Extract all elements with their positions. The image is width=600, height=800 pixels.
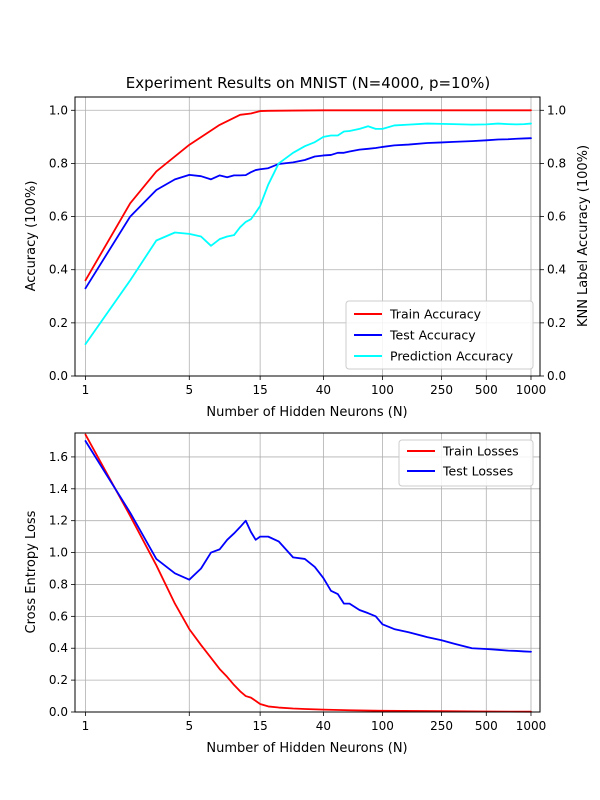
x-tick-label: 5 [185, 719, 193, 733]
y-tick-label: 0.6 [49, 609, 68, 623]
series-line-test-accuracy [84, 137, 532, 290]
series-line-train-accuracy [84, 109, 532, 282]
y-tick-label: 1.4 [49, 482, 68, 496]
accuracy-y-axis-label: Accuracy (100%) [24, 181, 39, 292]
accuracy-lines [84, 109, 532, 346]
loss-chart: 1 5 15 40 100 250 500 1000 0.00.20.40.60.81.01.… [24, 432, 547, 756]
x-tick-label: 40 [316, 719, 331, 733]
loss-lines [84, 433, 532, 713]
y-tick-label: 0.0 [49, 369, 68, 383]
legend-label-test-losses: Test Losses [442, 464, 513, 479]
accuracy-chart: Experiment Results on MNIST (N=4000, p=1… [24, 74, 591, 420]
loss-plot-frame [74, 432, 541, 713]
x-tick-label: 1 [82, 383, 90, 397]
x-tick-label: 100 [371, 383, 394, 397]
chart-title: Experiment Results on MNIST (N=4000, p=1… [126, 74, 491, 92]
x-tick-label: 500 [475, 383, 498, 397]
legend-label-train-losses: Train Losses [442, 444, 519, 459]
accuracy-legend: Train Accuracy Test Accuracy Prediction … [345, 300, 534, 370]
y-tick-label: 1.2 [49, 514, 68, 528]
right-y-tick-label: 0.6 [547, 210, 566, 224]
x-tick-label: 1000 [516, 719, 547, 733]
x-tick-label: 500 [475, 719, 498, 733]
right-y-tick-label: 0.4 [547, 263, 566, 277]
loss-x-ticks: 1 5 15 40 100 250 500 1000 [82, 712, 547, 733]
y-tick-label: 0.0 [49, 705, 68, 719]
x-tick-label: 15 [252, 383, 267, 397]
loss-y-axis-label: Cross Entropy Loss [24, 510, 39, 633]
x-tick-label: 15 [252, 719, 267, 733]
x-tick-label: 100 [371, 719, 394, 733]
y-tick-label: 0.4 [49, 263, 68, 277]
series-line-test-losses [84, 440, 532, 653]
y-tick-label: 0.2 [49, 673, 68, 687]
right-y-tick-label: 1.0 [547, 103, 566, 117]
accuracy-y-ticks: 0.0 0.2 0.4 0.6 0.8 1.0 [49, 103, 75, 383]
series-line-train-losses [84, 433, 532, 713]
x-tick-label: 40 [316, 383, 331, 397]
legend-box [345, 300, 534, 370]
accuracy-plot-frame [74, 96, 541, 377]
y-tick-label: 1.0 [49, 546, 68, 560]
y-tick-label: 1.6 [49, 450, 68, 464]
accuracy-right-y-ticks: 0.0 0.2 0.4 0.6 0.8 1.0 [540, 103, 566, 383]
x-tick-label: 1000 [516, 383, 547, 397]
right-y-tick-label: 0.2 [547, 316, 566, 330]
y-tick-label: 0.8 [49, 156, 68, 170]
loss-x-axis-label: Number of Hidden Neurons (N) [206, 741, 407, 756]
legend-label-prediction-accuracy: Prediction Accuracy [390, 349, 514, 364]
x-tick-label: 1 [82, 719, 90, 733]
y-tick-label: 1.0 [49, 103, 68, 117]
y-tick-label: 0.2 [49, 316, 68, 330]
x-tick-label: 5 [185, 383, 193, 397]
accuracy-x-axis-label: Number of Hidden Neurons (N) [206, 405, 407, 420]
x-tick-label: 250 [430, 719, 453, 733]
y-tick-label: 0.6 [49, 210, 68, 224]
legend-label-train-accuracy: Train Accuracy [389, 307, 482, 322]
legend-label-test-accuracy: Test Accuracy [389, 328, 476, 343]
y-tick-label: 0.8 [49, 577, 68, 591]
x-tick-label: 250 [430, 383, 453, 397]
right-y-tick-label: 0.0 [547, 369, 566, 383]
accuracy-right-y-axis-label: KNN Label Accuracy (100%) [576, 145, 591, 327]
loss-legend: Train Losses Test Losses [398, 439, 534, 487]
y-tick-label: 0.4 [49, 641, 68, 655]
accuracy-x-ticks: 1 5 15 40 100 250 500 1000 [82, 376, 547, 397]
right-y-tick-label: 0.8 [547, 156, 566, 170]
loss-y-ticks: 0.0 0.2 0.4 0.6 0.8 1.0 1.2 1.4 1.6 [49, 450, 75, 719]
series-line-prediction-accuracy [84, 122, 532, 346]
